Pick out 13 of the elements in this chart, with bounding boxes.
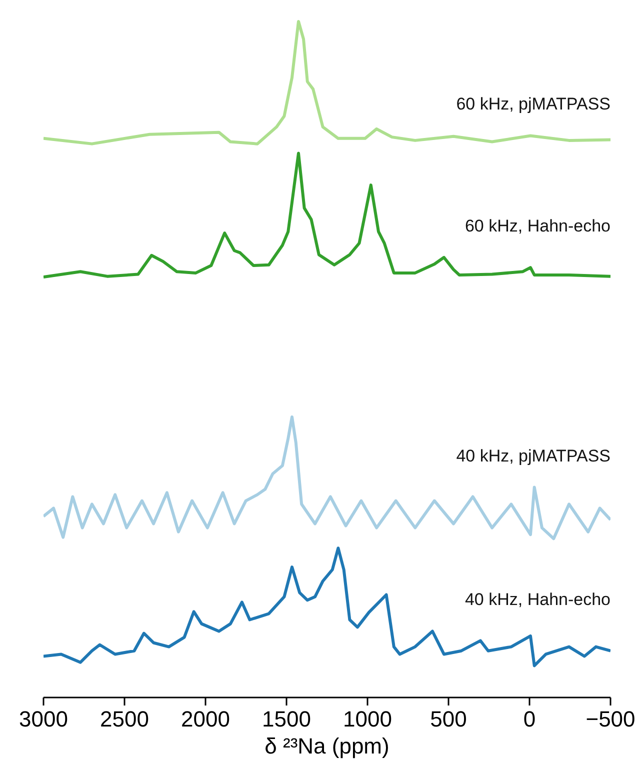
x-tick-label: 2000 bbox=[181, 706, 230, 732]
x-tick-label: 3000 bbox=[19, 706, 68, 732]
x-tick-label: 1500 bbox=[262, 706, 311, 732]
series-label: 60 kHz, pjMATPASS bbox=[456, 94, 611, 114]
x-tick-label: −500 bbox=[586, 706, 636, 732]
x-tick-label: 1000 bbox=[343, 706, 392, 732]
x-tick-label: 2500 bbox=[100, 706, 149, 732]
text: 40 kHz, Hahn-echo bbox=[464, 590, 611, 610]
x-tick-label: 0 bbox=[523, 706, 536, 732]
x-tick-label: 500 bbox=[430, 706, 467, 732]
series-label: 60 kHz, Hahn-echo bbox=[464, 216, 611, 236]
x-axis-title: δ ²³Na (ppm) bbox=[264, 734, 390, 758]
series-label: 40 kHz, pjMATPASS bbox=[456, 446, 611, 466]
